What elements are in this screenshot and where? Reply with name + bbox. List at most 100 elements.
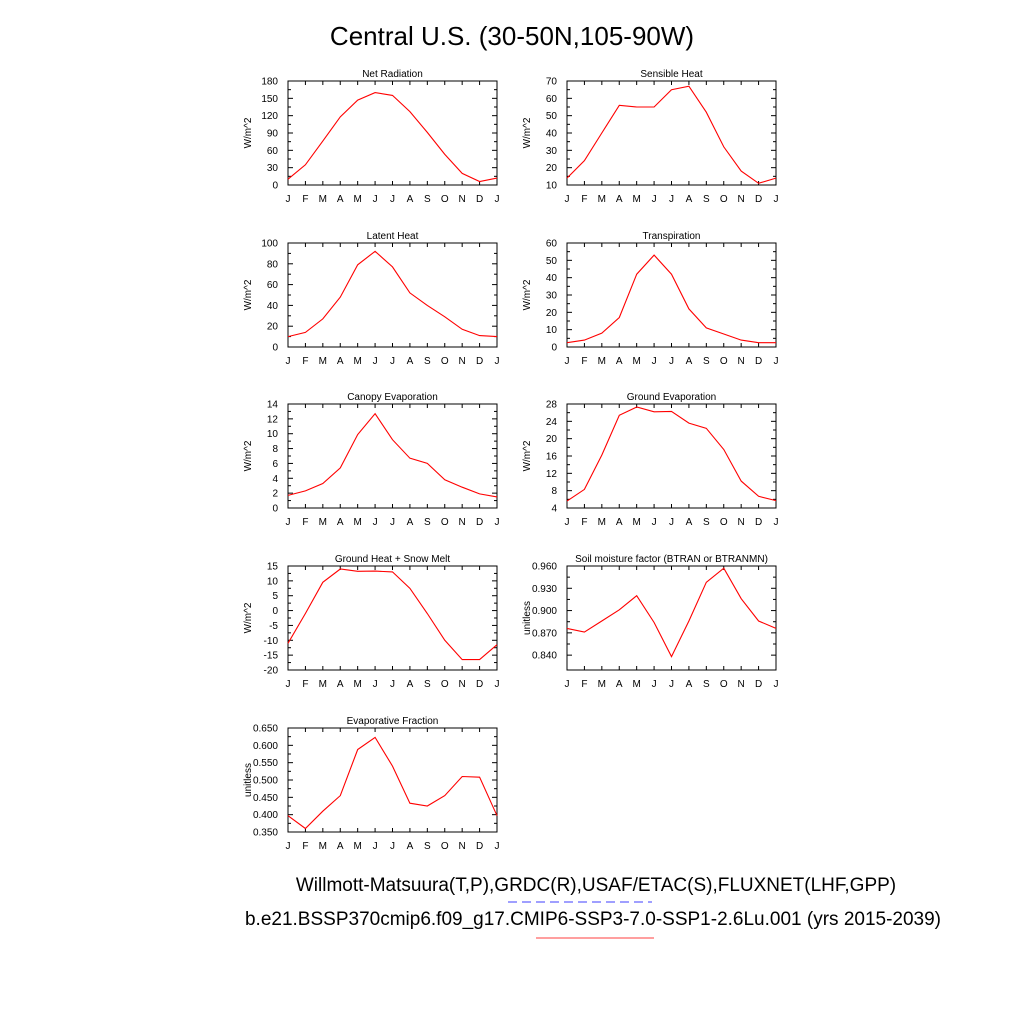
y-tick-label: 100 [261,239,278,250]
x-tick-label: J [565,194,570,205]
x-tick-label: J [286,841,291,852]
y-tick-label: 24 [546,417,558,428]
y-axis-label: unitless [522,601,533,635]
y-tick-label: 10 [267,576,279,587]
x-tick-label: A [686,356,693,367]
x-tick-label: M [632,679,640,690]
x-tick-label: M [319,356,327,367]
plot-frame [287,242,498,348]
series-line [287,412,498,498]
y-axis-label: W/m^2 [243,117,254,148]
x-tick-label: A [686,194,693,205]
x-tick-label: M [353,679,361,690]
x-tick-label: A [337,356,344,367]
x-tick-label: D [755,679,762,690]
x-tick-label: J [774,194,779,205]
y-tick-label: 0.840 [532,651,557,662]
footer-line1: Willmott-Matsuura(T,P),GRDC(R),USAF/ETAC… [296,875,896,896]
x-tick-label: J [373,679,378,690]
x-tick-label: S [703,679,710,690]
y-tick-label: 90 [267,129,279,140]
x-tick-label: F [302,517,308,528]
x-tick-label: A [616,194,623,205]
x-tick-label: J [373,356,378,367]
x-tick-label: M [598,679,606,690]
y-tick-label: 12 [267,414,279,425]
y-tick-label: 0 [272,504,278,515]
x-tick-label: J [774,517,779,528]
x-tick-label: A [616,679,623,690]
x-tick-label: J [373,841,378,852]
plot-frame [287,80,498,186]
plot-frame [566,403,777,509]
x-tick-label: M [353,517,361,528]
x-tick-label: J [652,679,657,690]
x-tick-label: D [476,356,483,367]
panel-title: Transpiration [643,231,701,242]
x-tick-label: J [652,356,657,367]
series-line [566,254,776,344]
x-tick-label: O [441,356,449,367]
x-tick-label: J [565,356,570,367]
y-tick-label: 60 [546,94,558,105]
x-tick-label: A [407,841,414,852]
plot-frame [287,403,498,509]
x-tick-label: F [581,356,587,367]
y-tick-label: 60 [267,146,279,157]
x-tick-label: A [337,517,344,528]
plot-frame [566,242,777,348]
x-tick-label: D [476,679,483,690]
y-tick-label: 40 [546,273,558,284]
x-tick-label: N [459,194,466,205]
x-tick-label: M [632,194,640,205]
x-tick-label: M [632,517,640,528]
x-tick-label: F [302,841,308,852]
y-tick-label: 15 [267,562,279,573]
y-tick-label: 5 [272,591,278,602]
x-tick-label: A [407,517,414,528]
x-tick-label: J [652,194,657,205]
x-tick-label: F [581,679,587,690]
y-tick-label: 8 [551,486,557,497]
y-axis-label: W/m^2 [522,117,533,148]
x-tick-label: J [390,841,395,852]
x-tick-label: N [738,679,745,690]
x-tick-label: M [319,517,327,528]
panel-title: Soil moisture factor (BTRAN or BTRANMN) [575,554,768,565]
footer-line2: b.e21.BSSP370cmip6.f09_g17.CMIP6-SSP3-7.… [245,909,941,930]
y-tick-label: 50 [546,111,558,122]
y-tick-label: 10 [267,429,279,440]
x-tick-label: A [686,517,693,528]
x-tick-label: J [390,356,395,367]
x-tick-label: F [302,679,308,690]
y-tick-label: 6 [272,459,278,470]
x-tick-label: M [319,841,327,852]
x-tick-label: M [319,679,327,690]
y-tick-label: 180 [261,77,278,88]
y-tick-label: 20 [546,308,558,319]
y-tick-label: -5 [269,621,278,632]
x-tick-label: J [774,679,779,690]
x-tick-label: O [441,517,449,528]
y-tick-label: 8 [272,444,278,455]
x-tick-label: J [652,517,657,528]
x-tick-label: J [495,841,500,852]
x-tick-label: J [390,194,395,205]
x-tick-label: J [373,517,378,528]
y-tick-label: 0 [272,181,278,192]
y-tick-label: 150 [261,94,278,105]
x-tick-label: D [476,841,483,852]
x-tick-label: M [353,194,361,205]
x-tick-label: N [459,679,466,690]
x-tick-label: A [616,517,623,528]
y-tick-label: 20 [546,434,558,445]
x-tick-label: A [616,356,623,367]
series-line [287,736,498,830]
panel-title: Canopy Evaporation [347,392,438,403]
y-axis-label: W/m^2 [243,440,254,471]
y-tick-label: 0.600 [253,741,278,752]
